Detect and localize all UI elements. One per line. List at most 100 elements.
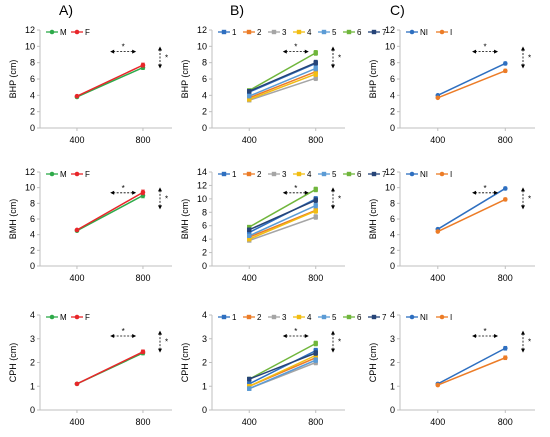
legend-swatch-marker bbox=[271, 314, 277, 320]
legend-swatch-marker bbox=[321, 29, 327, 35]
x-tick-label: 800 bbox=[308, 273, 323, 283]
y-tick-label: 2 bbox=[202, 358, 207, 368]
series-line-f bbox=[76, 191, 144, 231]
column-label-b: B) bbox=[230, 2, 244, 18]
legend-label: I bbox=[450, 28, 452, 37]
x-tick-label: 800 bbox=[135, 135, 150, 145]
legend-swatch-marker bbox=[246, 29, 252, 35]
y-tick-label: 4 bbox=[202, 234, 207, 244]
legend-label: 3 bbox=[282, 170, 287, 179]
legend-swatch-marker bbox=[439, 29, 445, 35]
sig-arrow-down bbox=[158, 205, 162, 210]
data-point bbox=[313, 71, 318, 77]
sig-arrow-left bbox=[110, 190, 115, 195]
series-line-6 bbox=[248, 52, 317, 92]
sig-star-vertical: * bbox=[338, 338, 341, 347]
y-tick-label: 0 bbox=[202, 123, 207, 133]
sig-star-vertical: * bbox=[338, 53, 341, 62]
sig-arrow-left bbox=[472, 334, 477, 338]
legend-label: 5 bbox=[332, 313, 337, 322]
y-axis-title: BMH (cm) bbox=[180, 199, 190, 240]
y-tick-label: 4 bbox=[30, 90, 35, 100]
legend-label: 5 bbox=[332, 170, 337, 179]
legend-swatch-marker bbox=[221, 29, 227, 35]
y-tick-label: 10 bbox=[385, 183, 395, 193]
series-line-1 bbox=[248, 62, 317, 93]
sig-arrow-right bbox=[132, 190, 137, 195]
y-tick-label: 0 bbox=[390, 123, 395, 133]
legend-swatch-marker bbox=[321, 171, 327, 177]
legend-swatch-marker bbox=[346, 314, 352, 320]
series-line-6 bbox=[248, 342, 317, 380]
sig-star-horizontal: * bbox=[122, 184, 125, 193]
sig-arrow-right bbox=[304, 190, 309, 195]
x-tick-label: 800 bbox=[308, 417, 323, 427]
y-tick-label: 4 bbox=[202, 310, 207, 320]
legend-label: 6 bbox=[357, 28, 362, 37]
data-point bbox=[247, 224, 252, 230]
y-tick-label: 2 bbox=[30, 358, 35, 368]
legend-label: 1 bbox=[232, 28, 237, 37]
data-point bbox=[313, 187, 318, 192]
sig-arrow-left bbox=[282, 190, 287, 195]
sig-arrow-right bbox=[304, 334, 309, 338]
series-line-f bbox=[76, 64, 144, 97]
y-tick-label: 2 bbox=[202, 107, 207, 117]
legend-swatch-marker bbox=[49, 29, 55, 35]
data-point bbox=[247, 230, 252, 235]
legend-swatch-marker bbox=[296, 29, 302, 35]
sig-arrow-up bbox=[158, 187, 162, 192]
data-point bbox=[247, 97, 252, 102]
legend-swatch-marker bbox=[49, 314, 55, 320]
data-point bbox=[140, 349, 146, 355]
sig-arrow-left bbox=[472, 49, 477, 54]
data-point bbox=[435, 95, 441, 101]
y-tick-label: 6 bbox=[30, 74, 35, 84]
legend-swatch-marker bbox=[296, 171, 302, 177]
legend-label: I bbox=[450, 170, 452, 179]
sig-arrow-down bbox=[521, 64, 525, 69]
y-axis-title: BHP (cm) bbox=[8, 60, 18, 99]
data-point bbox=[503, 197, 508, 202]
data-point bbox=[313, 198, 318, 203]
legend-swatch-marker bbox=[346, 171, 352, 177]
x-tick-label: 400 bbox=[69, 273, 84, 283]
y-tick-label: 6 bbox=[30, 214, 35, 224]
legend-label: I bbox=[450, 313, 452, 322]
series-line-f bbox=[76, 351, 144, 385]
column-label-a: A) bbox=[59, 2, 73, 18]
sig-star-horizontal: * bbox=[483, 184, 486, 193]
data-point bbox=[247, 376, 252, 382]
y-tick-label: 10 bbox=[25, 183, 35, 193]
sig-star-horizontal: * bbox=[122, 327, 125, 336]
sig-star-vertical: * bbox=[528, 194, 531, 203]
series-line-ni bbox=[437, 62, 506, 97]
data-point bbox=[74, 381, 80, 387]
data-point bbox=[140, 190, 146, 195]
x-tick-label: 400 bbox=[242, 135, 257, 145]
data-point bbox=[313, 203, 318, 208]
data-point bbox=[247, 89, 252, 94]
y-tick-label: 0 bbox=[30, 405, 35, 415]
sig-star-vertical: * bbox=[528, 338, 531, 347]
y-tick-label: 12 bbox=[197, 180, 207, 190]
series-line-2 bbox=[248, 209, 317, 238]
sig-arrow-left bbox=[110, 49, 115, 54]
legend-label: 6 bbox=[357, 170, 362, 179]
legend-label: NI bbox=[420, 313, 428, 322]
legend-label: 2 bbox=[257, 28, 262, 37]
sig-star-vertical: * bbox=[165, 194, 168, 203]
data-point bbox=[503, 186, 508, 191]
y-tick-label: 4 bbox=[390, 310, 395, 320]
data-point bbox=[435, 382, 441, 388]
data-point bbox=[435, 229, 441, 234]
x-tick-label: 800 bbox=[135, 273, 150, 283]
x-tick-label: 800 bbox=[498, 273, 513, 283]
legend-label: 6 bbox=[357, 313, 362, 322]
sig-arrow-left bbox=[282, 49, 287, 54]
y-tick-label: 6 bbox=[202, 221, 207, 231]
legend-swatch-marker bbox=[74, 29, 80, 35]
legend-swatch-marker bbox=[409, 29, 415, 35]
legend-label: M bbox=[60, 170, 67, 179]
